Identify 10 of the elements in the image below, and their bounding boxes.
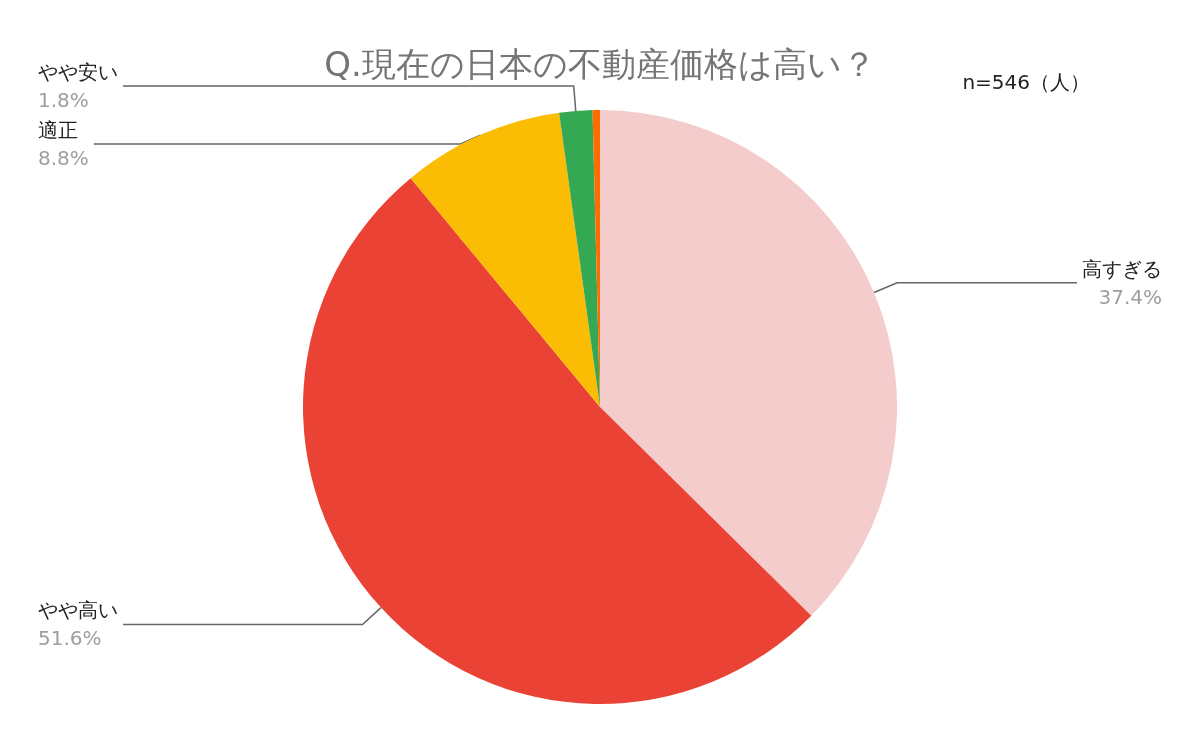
slice-label: やや高い [38, 598, 118, 623]
chart-title: Q.現在の日本の不動産価格は高い？ [324, 44, 876, 84]
data-label: 51.6% [38, 626, 102, 651]
slice-label: 高すぎる [1082, 256, 1162, 281]
data-label: 8.8% [38, 146, 89, 171]
text: n=546（人） [962, 70, 1090, 94]
data-label: 37.4% [1098, 284, 1162, 309]
slice-label: 適正 [38, 118, 78, 143]
data-label: 1.8% [38, 88, 89, 113]
slice-label: やや安い [38, 60, 118, 85]
